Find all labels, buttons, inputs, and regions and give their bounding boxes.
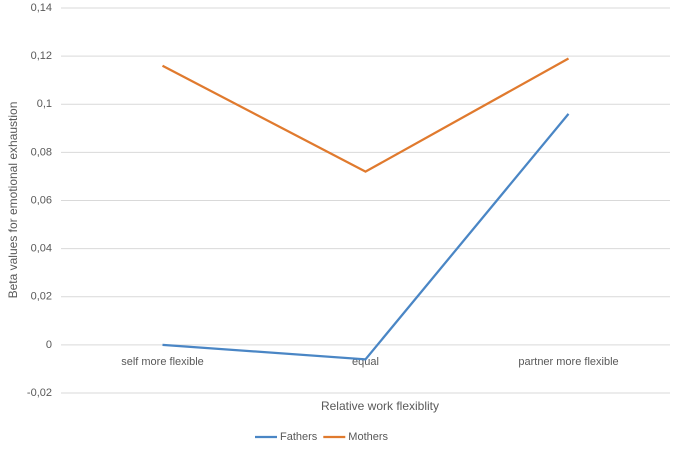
y-tick-label: 0 — [46, 339, 52, 351]
y-tick-label: 0,08 — [31, 146, 52, 158]
y-tick-label: 0,06 — [31, 194, 52, 206]
legend-label: Mothers — [348, 431, 388, 443]
y-tick-label: 0,1 — [37, 98, 52, 110]
x-axis-title: Relative work flexiblity — [321, 399, 439, 413]
y-axis-title: Beta values for emotional exhaustion — [6, 102, 20, 299]
series-line — [162, 113, 570, 361]
y-tick-label: 0,14 — [31, 2, 52, 14]
legend-label: Fathers — [280, 431, 318, 443]
y-tick-label: -0,02 — [27, 387, 52, 399]
x-tick-label: partner more flexible — [518, 356, 618, 368]
y-tick-label: 0,04 — [31, 243, 52, 255]
series-line — [161, 57, 570, 173]
y-tick-label: 0,12 — [31, 50, 52, 62]
y-tick-label: 0,02 — [31, 291, 52, 303]
x-tick-label: self more flexible — [121, 356, 204, 368]
